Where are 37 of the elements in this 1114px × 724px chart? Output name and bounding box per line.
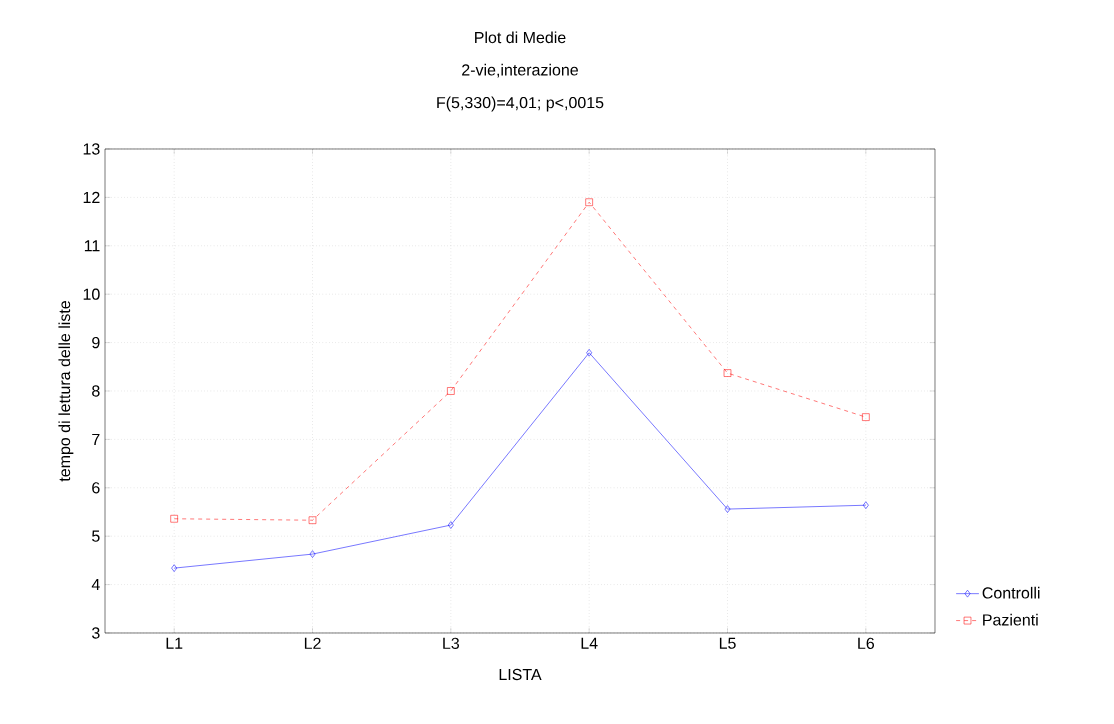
point	[862, 501, 869, 509]
line-series	[171, 349, 869, 572]
y-tick-label: 13	[83, 143, 100, 155]
x-tick-label: L6	[858, 637, 875, 650]
point	[862, 413, 870, 421]
x-tick-label: L1	[166, 637, 183, 649]
point	[447, 521, 454, 529]
y-tick-label: 8	[92, 385, 100, 397]
point	[170, 515, 178, 523]
y-tick-label: 12	[83, 191, 100, 203]
point	[309, 550, 316, 558]
chart-title: Plot di Medie	[475, 31, 566, 44]
point	[723, 369, 732, 377]
y-tick-label: 11	[84, 240, 100, 252]
text: F(5,330)=4,01; p<,0015	[437, 96, 604, 112]
point	[308, 516, 317, 524]
x-tick-label: L5	[719, 637, 736, 649]
legend-label: Controlli	[982, 586, 1040, 599]
point	[171, 564, 178, 572]
y-axis-title: tempo di lettura delle liste	[58, 301, 74, 482]
y-tick-label: 9	[92, 336, 100, 349]
chart-subtitle: 2-vie,interazione	[462, 63, 578, 78]
y-tick-label: 7	[92, 433, 100, 445]
y-tick-label: 5	[92, 530, 100, 542]
point	[586, 349, 593, 357]
point	[585, 198, 593, 206]
y-tick-label: 4	[91, 579, 100, 591]
x-axis-title: LISTA	[499, 668, 542, 681]
y-tick-label: 6	[92, 482, 100, 494]
y-tick-label: 3	[92, 627, 100, 639]
point	[447, 387, 455, 395]
y-tick-label: 10	[83, 288, 100, 300]
legend-label: Pazienti	[983, 613, 1038, 626]
x-tick-label: L2	[304, 637, 321, 649]
point	[724, 505, 731, 513]
x-tick-label: L3	[443, 637, 460, 650]
x-tick-label: L4	[581, 637, 598, 649]
